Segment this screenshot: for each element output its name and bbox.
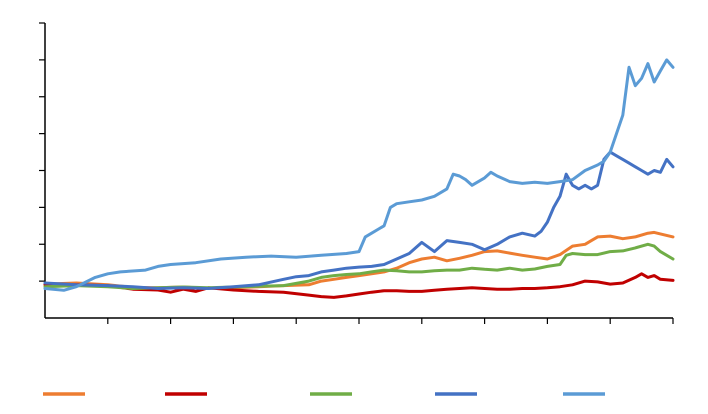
- chart-series-lines: [43, 58, 675, 299]
- series-line-1: [43, 230, 675, 290]
- chart-axes: [39, 22, 674, 324]
- series-line-5: [43, 58, 675, 292]
- series-line-4: [43, 150, 675, 290]
- series-line-2: [43, 272, 675, 299]
